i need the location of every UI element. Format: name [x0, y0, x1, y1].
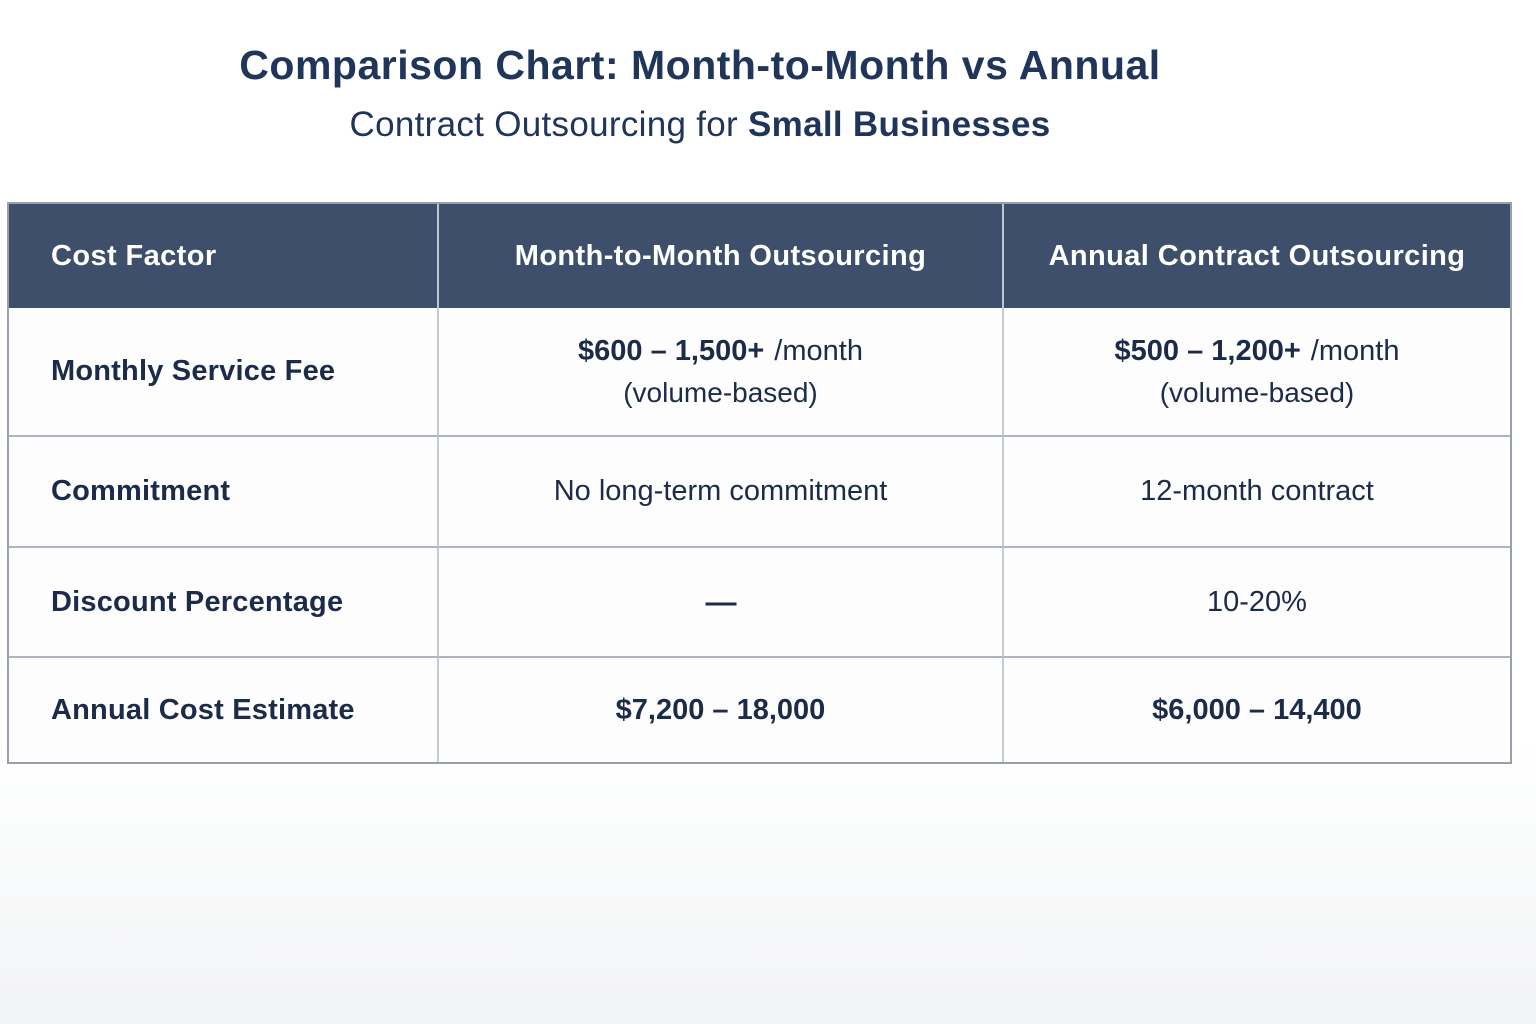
annual-fee-note: (volume-based): [1159, 376, 1355, 408]
title-line-2-bold: Small Businesses: [748, 105, 1051, 144]
mtm-fee-suffix: /month: [774, 334, 863, 367]
cell-mtm-discount-dash: —: [439, 546, 1004, 656]
mtm-fee-value: $600 – 1,500+: [578, 334, 765, 367]
annual-fee-suffix: /month: [1310, 334, 1400, 367]
cell-mtm-commitment: No long-term commitment: [439, 435, 1004, 546]
comparison-table: Cost Factor Month-to-Month Outsourcing A…: [7, 202, 1512, 764]
title-line-1: Comparison Chart: Month-to-Month vs Annu…: [239, 42, 1161, 88]
cell-annual-commitment: 12-month contract: [1004, 435, 1510, 546]
cell-factor-annual-cost: Annual Cost Estimate: [9, 656, 439, 762]
mtm-fee-line: $600 – 1,500+ /month: [439, 335, 1002, 368]
header-row: Cost Factor Month-to-Month Outsourcing A…: [9, 204, 1510, 308]
cell-factor-commitment: Commitment: [9, 435, 439, 546]
mtm-fee-note: (volume-based): [623, 376, 818, 408]
cell-factor-discount: Discount Percentage: [9, 546, 439, 656]
table-row-monthly-service-fee: Monthly Service Fee $600 – 1,500+ /month …: [9, 308, 1510, 435]
annual-fee-line: $500 – 1,200+ /month: [1004, 335, 1510, 368]
table-row-annual-cost-estimate: Annual Cost Estimate $7,200 – 18,000 $6,…: [9, 656, 1510, 762]
cell-mtm-monthly-fee: $600 – 1,500+ /month (volume-based): [439, 308, 1004, 435]
table-row-discount-percentage: Discount Percentage — 10-20%: [9, 546, 1510, 656]
title-line-2: Contract Outsourcing for Small Businesse…: [0, 105, 1400, 145]
header-month-to-month: Month-to-Month Outsourcing: [439, 204, 1004, 308]
table-row-commitment: Commitment No long-term commitment 12-mo…: [9, 435, 1510, 546]
title-line-2-regular: Contract Outsourcing for: [349, 105, 749, 144]
page-title: Comparison Chart: Month-to-Month vs Annu…: [0, 42, 1400, 145]
header-cost-factor: Cost Factor: [9, 204, 439, 308]
cell-mtm-annual-cost: $7,200 – 18,000: [439, 656, 1004, 762]
header-annual-contract: Annual Contract Outsourcing: [1004, 204, 1510, 308]
cell-annual-discount: 10-20%: [1004, 546, 1510, 656]
cell-annual-monthly-fee: $500 – 1,200+ /month (volume-based): [1004, 308, 1510, 435]
cell-annual-annual-cost: $6,000 – 14,400: [1004, 656, 1510, 762]
annual-fee-value: $500 – 1,200+: [1114, 334, 1301, 367]
cell-factor-monthly-service-fee: Monthly Service Fee: [9, 308, 439, 435]
